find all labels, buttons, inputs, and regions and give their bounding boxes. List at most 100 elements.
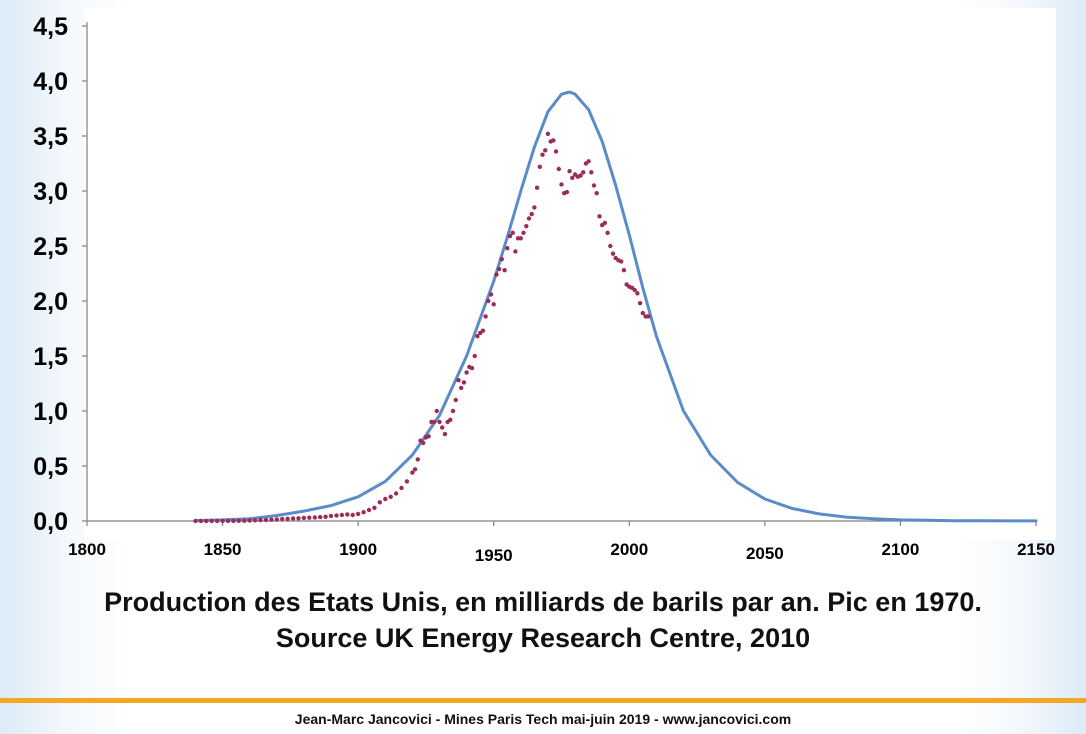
data-point — [543, 148, 548, 153]
x-tick-label: 1900 — [339, 540, 377, 559]
data-point — [480, 328, 486, 333]
data-point — [578, 173, 583, 178]
y-tick-label: 4,0 — [33, 68, 68, 96]
data-point — [269, 517, 274, 522]
data-point — [442, 431, 448, 437]
y-tick-label: 0,5 — [33, 453, 68, 481]
footer-divider — [0, 698, 1086, 703]
data-point — [594, 191, 599, 196]
data-point — [469, 365, 475, 371]
data-point — [301, 515, 307, 521]
x-tick-label: 2100 — [882, 540, 920, 559]
data-point — [524, 224, 529, 229]
data-point — [537, 164, 542, 169]
data-point — [486, 298, 491, 304]
data-point — [632, 287, 637, 293]
data-point — [505, 246, 510, 251]
y-tick-label: 0,0 — [33, 508, 68, 536]
data-point — [242, 518, 247, 523]
data-point — [475, 334, 480, 339]
y-tick-label: 3,0 — [33, 178, 68, 206]
data-point — [491, 302, 496, 307]
data-point — [204, 518, 209, 524]
data-point — [388, 494, 393, 499]
data-point — [355, 511, 361, 517]
data-point — [274, 517, 279, 522]
data-point — [502, 268, 507, 273]
data-point — [410, 470, 415, 475]
data-point — [602, 220, 608, 226]
data-point — [619, 259, 624, 264]
footer-credit: Jean-Marc Jancovici - Mines Paris Tech m… — [294, 711, 792, 727]
data-point — [459, 385, 464, 391]
data-point — [488, 292, 494, 297]
y-tick-label: 3,5 — [33, 123, 68, 151]
data-point — [263, 517, 269, 523]
data-point — [434, 408, 439, 414]
data-point — [198, 518, 204, 524]
data-point — [464, 370, 469, 375]
data-point — [496, 266, 502, 272]
data-point — [545, 131, 551, 136]
data-point — [564, 189, 570, 195]
data-point — [404, 479, 410, 484]
data-point — [193, 518, 198, 524]
data-point — [526, 216, 532, 221]
data-point — [532, 205, 537, 210]
data-point — [450, 408, 456, 414]
data-point — [570, 175, 575, 180]
data-point — [209, 518, 214, 524]
data-point — [318, 514, 323, 520]
data-point — [366, 507, 372, 513]
data-point — [483, 314, 488, 319]
plot-area — [84, 8, 1056, 540]
data-point — [252, 518, 258, 523]
data-point — [377, 500, 382, 505]
data-point — [285, 516, 290, 521]
caption-line-1: Production des Etats Unis, en milliards … — [104, 587, 982, 617]
data-point — [437, 419, 442, 425]
data-point — [372, 505, 377, 510]
data-point — [345, 512, 350, 517]
data-point — [556, 166, 561, 172]
data-point — [507, 233, 513, 239]
data-point — [608, 243, 613, 249]
caption-line-2: Source UK Energy Research Centre, 2010 — [275, 623, 811, 653]
data-point — [225, 518, 231, 524]
data-point — [393, 491, 399, 496]
data-point — [529, 211, 534, 217]
y-tick-label: 2,5 — [33, 233, 68, 261]
data-point — [499, 257, 504, 262]
x-tick-label: 1800 — [68, 540, 106, 559]
data-point — [518, 236, 523, 241]
data-point — [513, 249, 518, 254]
data-point — [591, 183, 597, 188]
data-point — [494, 272, 499, 277]
data-point — [312, 515, 317, 520]
data-point — [456, 378, 461, 383]
x-tick-label: 1950 — [475, 546, 513, 565]
data-point — [440, 425, 445, 430]
y-tick-label: 1,5 — [33, 343, 68, 371]
data-point — [472, 353, 477, 359]
data-point — [339, 512, 345, 518]
data-point — [589, 170, 594, 175]
data-point — [567, 169, 572, 174]
series-layer — [193, 90, 1038, 524]
data-point — [610, 251, 616, 256]
x-tick-label: 2150 — [1017, 540, 1055, 559]
data-point — [399, 485, 404, 491]
fit-curve-line — [194, 90, 1038, 523]
data-point — [586, 159, 591, 164]
data-point — [551, 138, 556, 143]
data-point — [559, 182, 564, 187]
data-point — [510, 230, 515, 235]
data-point — [323, 514, 328, 519]
data-point — [553, 149, 559, 154]
data-point — [231, 518, 236, 524]
data-point — [328, 513, 334, 519]
data-point — [361, 510, 366, 515]
data-point — [296, 516, 301, 521]
data-point — [236, 518, 241, 523]
data-point — [637, 301, 643, 306]
